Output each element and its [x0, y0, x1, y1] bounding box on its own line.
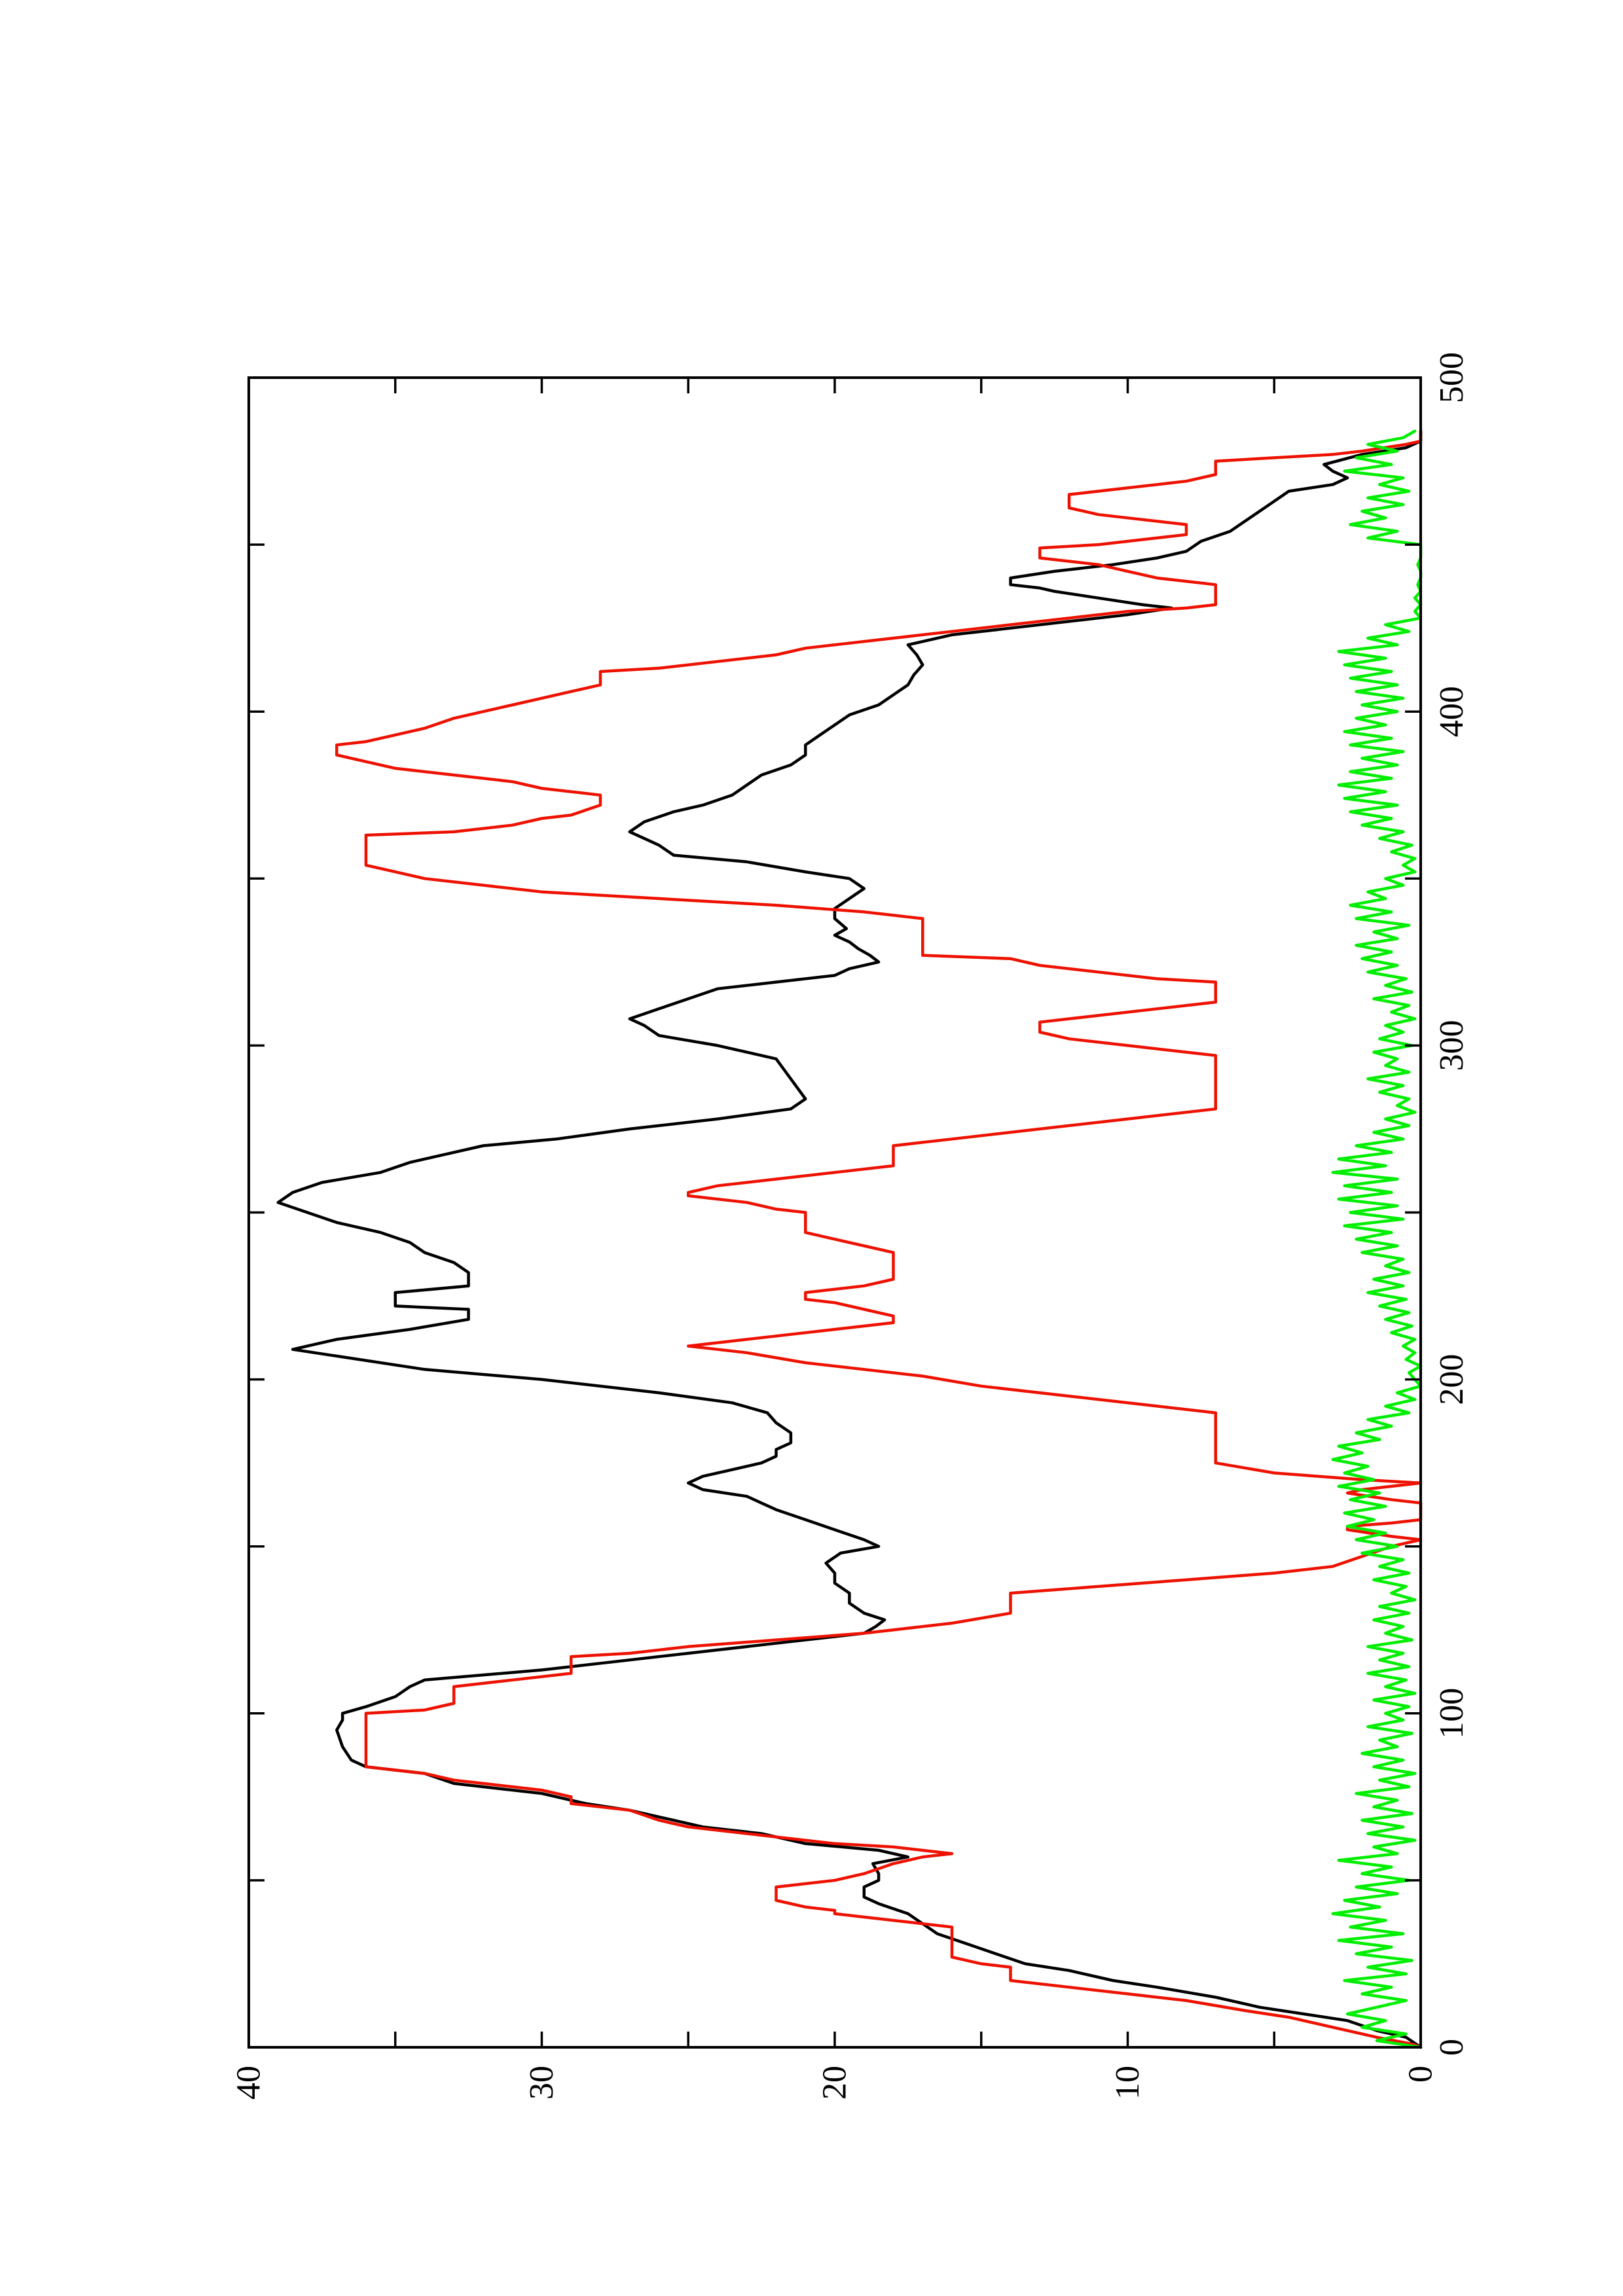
plot-area — [276, 429, 1423, 2049]
series-line-2 — [335, 429, 1423, 2049]
x-tick-label: 200 — [1433, 1354, 1470, 1405]
y-tick-label: 20 — [816, 2066, 854, 2100]
y-tick-label: 30 — [523, 2066, 560, 2100]
x-tick-label: 500 — [1433, 352, 1470, 403]
tick-labels: 0 100 200 300 400 500 0 10 20 30 40 — [230, 352, 1471, 2100]
x-tick-label: 100 — [1433, 1688, 1470, 1739]
x-tick-label: 300 — [1433, 1020, 1470, 1071]
x-tick-label: 0 — [1433, 2039, 1470, 2056]
x-tick-label: 400 — [1433, 686, 1470, 737]
plot-frame — [247, 376, 1422, 2049]
y-tick-label: 10 — [1109, 2066, 1146, 2100]
series-line-3 — [1331, 429, 1423, 2049]
series-line-1 — [276, 429, 1423, 2049]
axes — [247, 376, 1422, 2049]
y-tick-label: 40 — [230, 2066, 268, 2100]
y-tick-label: 0 — [1402, 2066, 1440, 2083]
